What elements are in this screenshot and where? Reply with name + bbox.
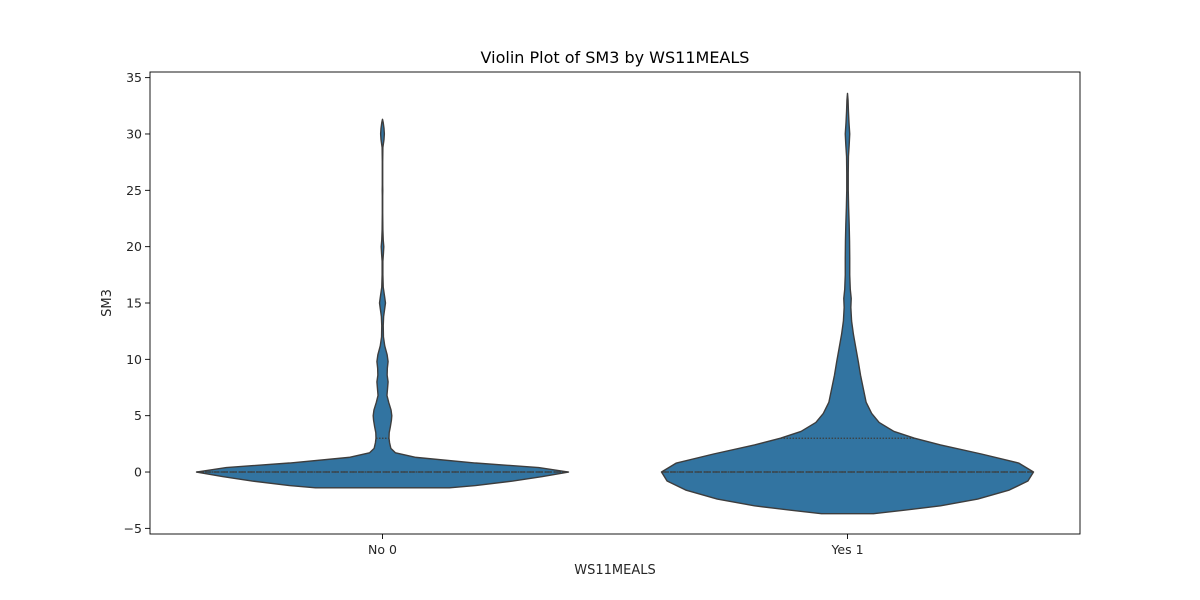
y-tick-label: −5	[124, 521, 142, 536]
violin-body	[660, 92, 1035, 515]
y-tick-label: 0	[134, 465, 142, 480]
x-axis: No 0 Yes 1	[368, 534, 864, 557]
y-axis: −5 0 5 10 15 20 25 30 35	[124, 70, 150, 536]
y-tick-label: 20	[126, 239, 142, 254]
y-tick-label: 35	[126, 70, 142, 85]
x-axis-label: WS11MEALS	[574, 563, 655, 578]
x-tick-label: No 0	[368, 542, 397, 557]
y-tick-label: 25	[126, 183, 142, 198]
y-tick-label: 10	[126, 352, 142, 367]
y-tick-label: 15	[126, 296, 142, 311]
y-axis-label: SM3	[100, 289, 115, 317]
violin-body	[195, 118, 570, 489]
chart-title: Violin Plot of SM3 by WS11MEALS	[481, 48, 750, 67]
plot-frame	[149, 71, 1081, 535]
x-tick-label: Yes 1	[830, 542, 863, 557]
y-tick-label: 5	[134, 408, 142, 423]
y-tick-label: 30	[126, 126, 142, 141]
violins	[195, 92, 1035, 515]
